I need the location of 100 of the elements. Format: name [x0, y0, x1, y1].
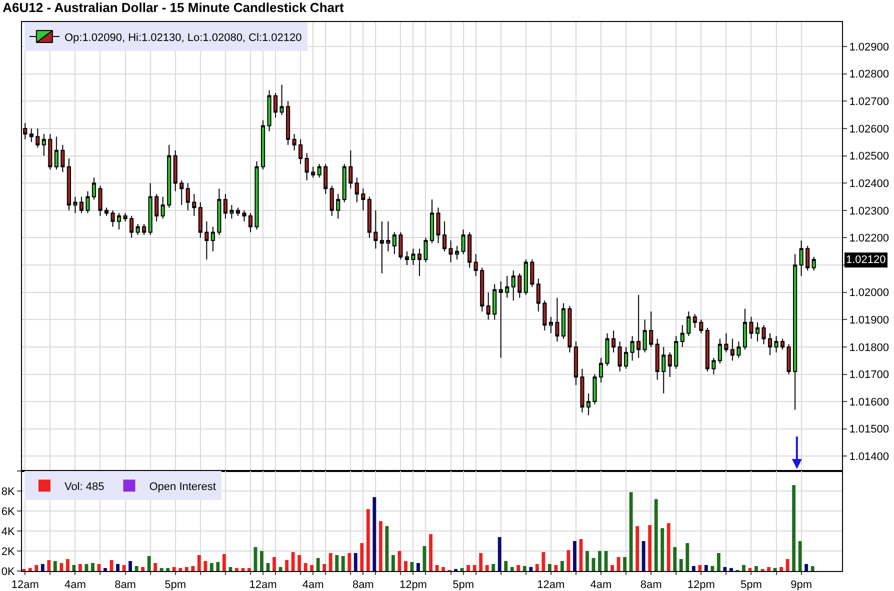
- chart-title: A6U12 - Australian Dollar - 15 Minute Candlestick Chart: [2, 0, 345, 16]
- candlestick: [223, 194, 228, 220]
- candlestick: [598, 357, 604, 383]
- candlestick: [624, 346, 628, 370]
- bar: [191, 566, 195, 571]
- bar: [636, 526, 640, 571]
- bar: [204, 561, 208, 571]
- bar: [28, 568, 32, 571]
- bar: [623, 557, 627, 571]
- bar: [248, 568, 251, 571]
- bar: [586, 551, 589, 571]
- candlestick: [430, 198, 434, 244]
- x-tick-label: 5pm: [740, 579, 762, 591]
- bar: [548, 564, 552, 571]
- bar: [723, 567, 727, 571]
- candlestick: [480, 267, 484, 312]
- candlestick: [374, 210, 378, 250]
- candlestick: [42, 133, 46, 156]
- candlestick: [311, 166, 316, 178]
- bar: [460, 568, 464, 571]
- candlestick: [649, 310, 654, 348]
- candlestick: [542, 300, 547, 332]
- bar: [134, 566, 138, 571]
- bar: [566, 550, 570, 571]
- y-tick-label: 1.02800: [849, 68, 889, 81]
- bar: [529, 567, 533, 571]
- y-tick-label: 1.02600: [849, 123, 889, 136]
- candlestick: [455, 245, 460, 260]
- x-tick-label: 9pm: [790, 579, 812, 591]
- bar: [378, 521, 382, 571]
- x-tick-label: 4am: [302, 579, 324, 591]
- candlestick: [555, 297, 560, 342]
- candlestick: [574, 340, 578, 386]
- bar: [598, 551, 602, 571]
- candlestick: [605, 332, 610, 367]
- y-tick-label: 4K: [1, 526, 16, 538]
- candlestick: [160, 196, 165, 220]
- bar: [122, 565, 126, 571]
- candlestick: [548, 316, 553, 334]
- candlestick: [254, 160, 259, 230]
- y-tick-label: 1.02400: [849, 178, 889, 190]
- bar: [197, 555, 201, 571]
- candlestick: [505, 275, 510, 298]
- bar: [742, 565, 746, 571]
- candlestick: [674, 336, 678, 370]
- bar: [673, 547, 677, 571]
- candlestick: [304, 152, 309, 181]
- candlestick: [116, 212, 122, 230]
- bar: [53, 561, 57, 571]
- candlestick: [799, 240, 804, 276]
- bar: [642, 541, 646, 571]
- y-tick-label: 1.02000: [849, 287, 889, 300]
- candlestick: [104, 207, 109, 216]
- candlestick: [348, 150, 353, 190]
- bar: [516, 565, 520, 571]
- candlestick: [29, 128, 34, 143]
- bar: [128, 561, 132, 571]
- bar: [372, 497, 376, 571]
- candlestick: [298, 138, 303, 164]
- bar: [442, 567, 445, 571]
- bar: [498, 537, 502, 571]
- candlestick: [742, 308, 748, 350]
- bar: [485, 565, 489, 571]
- candlestick: [699, 319, 704, 334]
- y-tick-label: 2K: [1, 546, 16, 558]
- bar: [216, 562, 220, 571]
- y-tick-label: 1.02200: [849, 232, 889, 245]
- bar: [522, 566, 526, 571]
- candlestick: [724, 332, 728, 353]
- x-tick-label: 4am: [590, 579, 612, 591]
- bar: [660, 528, 664, 571]
- candlestick: [342, 163, 346, 203]
- bar: [366, 509, 370, 571]
- candlestick: [749, 316, 754, 340]
- candlestick: [398, 232, 403, 260]
- bar: [335, 555, 339, 571]
- candlestick: [204, 220, 209, 260]
- bar: [692, 566, 696, 571]
- bar: [72, 565, 76, 571]
- candlestick: [292, 133, 296, 151]
- y-tick-label: 1.02900: [849, 41, 889, 54]
- y-tick-label: 1.01900: [849, 314, 889, 326]
- bar: [704, 565, 708, 571]
- y-tick-label: 0K: [1, 566, 16, 578]
- bar: [679, 559, 683, 571]
- candlestick: [592, 374, 597, 405]
- candlestick: [54, 136, 58, 170]
- candlestick: [367, 196, 372, 238]
- candlestick: [448, 240, 453, 263]
- candlestick: [786, 344, 791, 375]
- bar: [104, 568, 107, 571]
- y-tick-label: 1.01600: [849, 396, 889, 408]
- bar: [780, 567, 783, 571]
- candlestick: [580, 368, 584, 413]
- candlestick: [536, 278, 540, 312]
- bar: [210, 563, 214, 571]
- x-tick-label: 12pm: [399, 579, 427, 591]
- bar: [285, 560, 288, 571]
- bar: [141, 567, 145, 571]
- bar: [573, 541, 576, 571]
